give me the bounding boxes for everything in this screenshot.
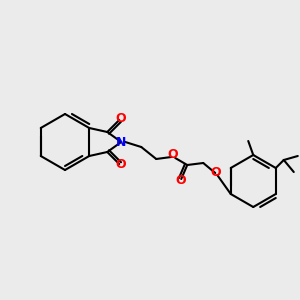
Text: O: O	[167, 148, 178, 161]
Text: O: O	[115, 158, 126, 172]
Text: O: O	[175, 175, 186, 188]
Text: N: N	[116, 136, 126, 148]
Text: O: O	[210, 166, 220, 178]
Text: O: O	[115, 112, 126, 125]
